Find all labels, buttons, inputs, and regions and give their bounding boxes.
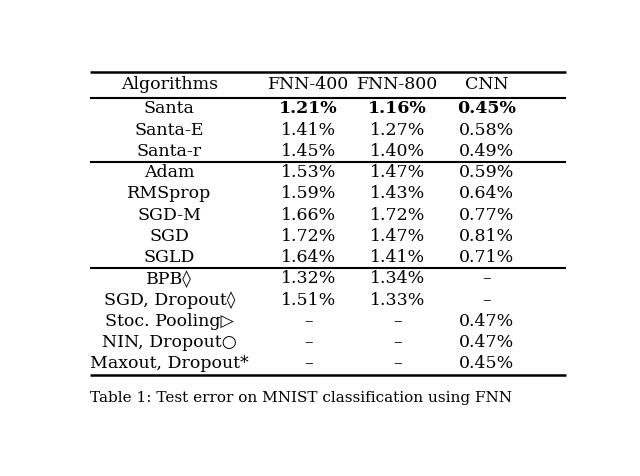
Text: 1.72%: 1.72% [370, 207, 425, 224]
Text: 0.47%: 0.47% [459, 334, 515, 351]
Text: 0.64%: 0.64% [459, 185, 515, 202]
Text: 1.41%: 1.41% [370, 249, 425, 266]
Text: CNN: CNN [465, 77, 509, 93]
Text: Maxout, Dropout*: Maxout, Dropout* [90, 356, 249, 372]
Text: 1.66%: 1.66% [280, 207, 336, 224]
Text: Algorithms: Algorithms [121, 77, 218, 93]
Text: 1.27%: 1.27% [370, 121, 425, 139]
Text: 0.58%: 0.58% [459, 121, 515, 139]
Text: 1.45%: 1.45% [280, 143, 336, 160]
Text: Santa: Santa [144, 100, 195, 117]
Text: –: – [304, 356, 312, 372]
Text: 0.59%: 0.59% [459, 164, 515, 181]
Text: 1.72%: 1.72% [280, 228, 336, 245]
Text: 0.45%: 0.45% [459, 356, 515, 372]
Text: 1.64%: 1.64% [280, 249, 336, 266]
Text: –: – [304, 313, 312, 330]
Text: –: – [393, 334, 402, 351]
Text: Santa-E: Santa-E [134, 121, 204, 139]
Text: –: – [483, 270, 491, 288]
Text: 0.47%: 0.47% [459, 313, 515, 330]
Text: SGD-M: SGD-M [138, 207, 201, 224]
Text: FNN-400: FNN-400 [268, 77, 349, 93]
Text: 1.40%: 1.40% [370, 143, 425, 160]
Text: FNN-800: FNN-800 [357, 77, 438, 93]
Text: SGD: SGD [149, 228, 189, 245]
Text: 0.49%: 0.49% [459, 143, 515, 160]
Text: SGD, Dropout◊: SGD, Dropout◊ [104, 291, 235, 309]
Text: –: – [483, 292, 491, 308]
Text: 1.21%: 1.21% [279, 100, 337, 117]
Text: BPB◊: BPB◊ [147, 270, 192, 288]
Text: NIN, Dropout○: NIN, Dropout○ [102, 334, 237, 351]
Text: 1.53%: 1.53% [280, 164, 336, 181]
Text: –: – [393, 356, 402, 372]
Text: 0.77%: 0.77% [459, 207, 515, 224]
Text: 1.43%: 1.43% [370, 185, 425, 202]
Text: Santa-r: Santa-r [137, 143, 202, 160]
Text: RMSprop: RMSprop [127, 185, 211, 202]
Text: 0.45%: 0.45% [458, 100, 516, 117]
Text: Adam: Adam [144, 164, 195, 181]
Text: Stoc. Pooling▷: Stoc. Pooling▷ [105, 313, 234, 330]
Text: 1.41%: 1.41% [280, 121, 336, 139]
Text: 0.71%: 0.71% [459, 249, 515, 266]
Text: 1.16%: 1.16% [368, 100, 427, 117]
Text: Table 1: Test error on MNIST classification using FNN: Table 1: Test error on MNIST classificat… [90, 391, 512, 405]
Text: 1.47%: 1.47% [370, 164, 425, 181]
Text: 1.59%: 1.59% [280, 185, 336, 202]
Text: 1.47%: 1.47% [370, 228, 425, 245]
Text: 1.51%: 1.51% [280, 292, 336, 308]
Text: 0.81%: 0.81% [459, 228, 515, 245]
Text: 1.32%: 1.32% [280, 270, 336, 288]
Text: –: – [304, 334, 312, 351]
Text: 1.34%: 1.34% [370, 270, 425, 288]
Text: 1.33%: 1.33% [370, 292, 425, 308]
Text: –: – [393, 313, 402, 330]
Text: SGLD: SGLD [143, 249, 195, 266]
